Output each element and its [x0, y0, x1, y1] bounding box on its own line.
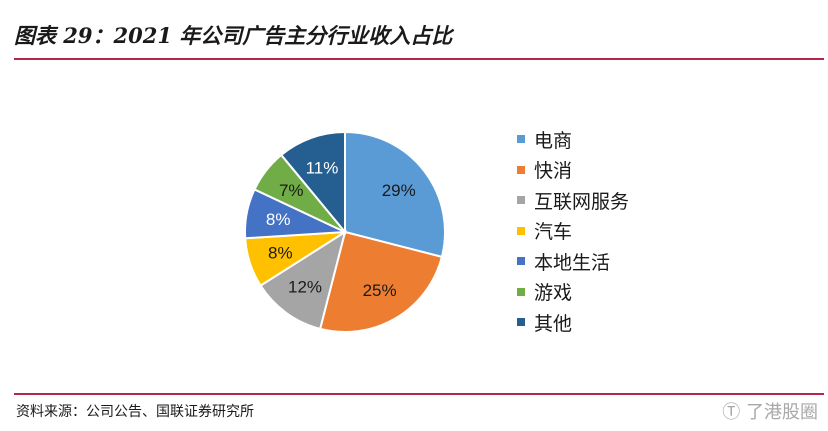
legend-item: 本地生活	[517, 246, 629, 277]
legend-item: 其他	[517, 307, 629, 338]
legend-item: 电商	[517, 124, 629, 155]
chart-title: 图表 29：2021 年公司广告主分行业收入占比	[14, 23, 453, 48]
legend-item: 汽车	[517, 216, 629, 247]
slice-label-5: 8%	[266, 210, 291, 229]
legend-label: 其他	[534, 312, 573, 335]
legend-swatch	[517, 257, 525, 266]
legend-label: 互联网服务	[534, 190, 630, 213]
slice-label-7: 11%	[306, 159, 339, 178]
slice-label-6: 7%	[279, 181, 304, 200]
chart-legend: 电商快消互联网服务汽车本地生活游戏其他	[517, 124, 629, 338]
pie-slice-7	[279, 130, 346, 235]
slice-label-1: 29%	[382, 181, 416, 200]
legend-label: 电商	[534, 129, 573, 152]
footer-divider	[14, 393, 824, 395]
slice-label-3: 12%	[288, 278, 322, 297]
legend-swatch	[517, 196, 525, 205]
title-divider	[14, 58, 824, 60]
legend-swatch	[517, 165, 525, 174]
legend-swatch	[517, 287, 525, 296]
pie-slice-2	[318, 230, 444, 333]
pie-slice-1	[344, 130, 446, 259]
legend-item: 快消	[517, 155, 629, 186]
legend-label: 快消	[534, 160, 573, 183]
legend-label: 汽车	[534, 221, 573, 244]
legend-item: 游戏	[517, 277, 629, 308]
watermark-logo: Ⓣ 了港股圈	[722, 402, 818, 423]
legend-swatch	[517, 318, 525, 327]
legend-item: 互联网服务	[517, 185, 629, 216]
legend-label: 本地生活	[534, 251, 611, 274]
legend-swatch	[517, 135, 525, 144]
slice-label-4: 8%	[268, 244, 293, 263]
legend-label: 游戏	[534, 282, 573, 305]
source-note: 资料来源：公司公告、国联证券研究所	[16, 404, 254, 420]
pie-slice-3	[259, 229, 347, 331]
slice-label-2: 25%	[363, 281, 397, 300]
legend-swatch	[517, 226, 525, 235]
